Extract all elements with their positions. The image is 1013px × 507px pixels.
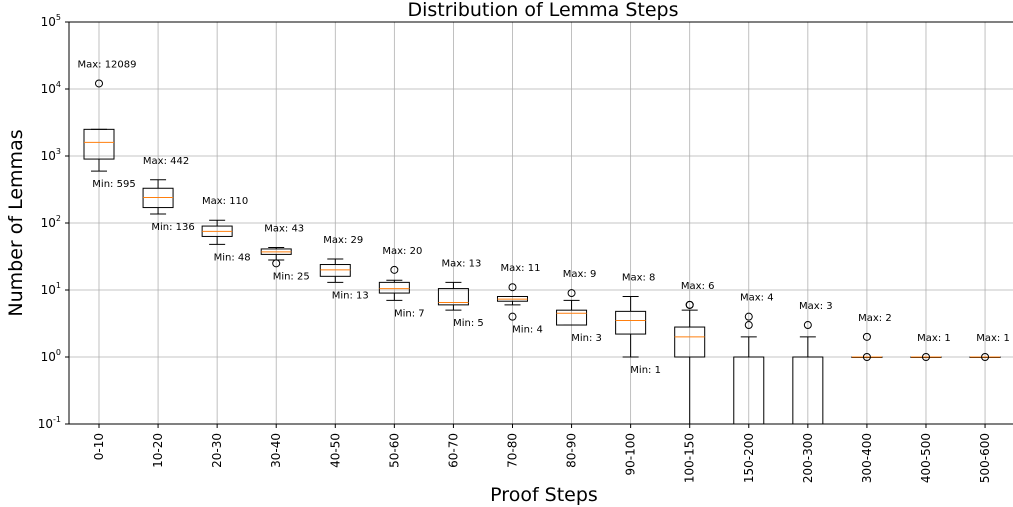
y-tick-label: 10-1	[38, 415, 61, 431]
outlier-point	[95, 79, 103, 88]
box-rect	[733, 356, 765, 425]
x-tick-label: 200-300	[801, 433, 815, 483]
x-tick-label: 500-600	[978, 433, 992, 483]
max-annotation: Max: 2	[858, 313, 892, 324]
min-annotation: Min: 25	[273, 271, 310, 282]
x-tick-label: 0-10	[92, 433, 106, 460]
max-annotation: Max: 110	[202, 196, 248, 207]
max-annotation: Max: 8	[622, 272, 656, 283]
min-annotation: Min: 5	[453, 318, 484, 329]
min-annotation: Min: 1	[630, 365, 661, 376]
x-tick-label: 80-90	[565, 433, 579, 468]
outlier-point	[508, 312, 517, 321]
outlier-point	[272, 259, 281, 268]
outlier-point	[862, 332, 871, 341]
y-tick-label: 105	[41, 13, 61, 29]
box-rect	[83, 128, 115, 160]
max-annotation: Max: 1	[976, 333, 1010, 344]
box-rect	[792, 356, 824, 425]
outlier-point	[803, 321, 812, 330]
max-annotation: Max: 9	[563, 269, 597, 280]
max-annotation: Max: 29	[323, 235, 363, 246]
y-axis-label: Number of Lemmas	[5, 129, 27, 316]
box-rect	[674, 326, 706, 358]
x-tick-label: 30-40	[269, 433, 283, 468]
outlier-point	[744, 321, 753, 330]
outlier-point	[685, 300, 694, 309]
plot-area: 10-1 100 101 102 103 104 105 0-10 10-20 20-30 30-4…	[38, 13, 1013, 483]
max-annotation: Max: 20	[382, 246, 422, 257]
box-rect	[378, 281, 410, 294]
x-tick-label: 10-20	[151, 433, 165, 468]
min-annotation: Min: 48	[214, 252, 251, 263]
outlier-point	[921, 353, 930, 361]
y-tick-label: 104	[41, 80, 61, 96]
outlier-point	[508, 283, 517, 292]
min-annotation: Min: 4	[512, 325, 543, 336]
min-annotation: Min: 7	[394, 308, 425, 319]
max-annotation: Max: 6	[681, 281, 715, 292]
x-tick-label: 90-100	[624, 433, 638, 476]
outlier-point	[567, 289, 576, 298]
x-tick-label: 400-500	[919, 433, 933, 483]
x-tick-label: 40-50	[328, 433, 342, 468]
x-axis-label: Proof Steps	[490, 484, 598, 506]
min-annotation: Min: 595	[92, 179, 135, 190]
min-annotation: Min: 3	[571, 333, 602, 344]
y-tick-label: 103	[41, 147, 61, 163]
min-annotation: Min: 136	[151, 222, 194, 233]
x-tick-label: 150-200	[742, 433, 756, 483]
y-tick-label: 102	[41, 214, 61, 230]
max-annotation: Max: 43	[264, 224, 304, 235]
x-tick-label: 50-60	[387, 433, 401, 468]
box-rect	[556, 309, 588, 326]
max-annotation: Max: 13	[441, 258, 481, 269]
max-annotation: Max: 3	[799, 301, 833, 312]
box-rect	[615, 310, 647, 335]
x-tick-label: 20-30	[210, 433, 224, 468]
x-tick-label: 60-70	[446, 433, 460, 468]
max-annotation: Max: 11	[501, 263, 541, 274]
max-annotation: Max: 4	[740, 293, 774, 304]
chart-title: Distribution of Lemma Steps	[407, 0, 678, 21]
outlier-point	[390, 265, 399, 274]
y-tick-label: 101	[41, 281, 61, 297]
x-tick-label: 70-80	[505, 433, 519, 468]
outlier-point	[744, 312, 753, 321]
outlier-point	[981, 353, 990, 361]
max-annotation: Max: 12089	[77, 59, 136, 70]
max-annotation: Max: 442	[143, 156, 189, 167]
y-tick-label: 100	[41, 348, 61, 364]
box-rect	[319, 264, 351, 277]
x-tick-label: 300-400	[860, 433, 874, 483]
min-annotation: Min: 13	[332, 290, 369, 301]
x-tick-label: 100-150	[683, 433, 697, 483]
outlier-point	[862, 353, 871, 361]
max-annotation: Max: 1	[917, 333, 951, 344]
box-rect	[437, 288, 469, 306]
